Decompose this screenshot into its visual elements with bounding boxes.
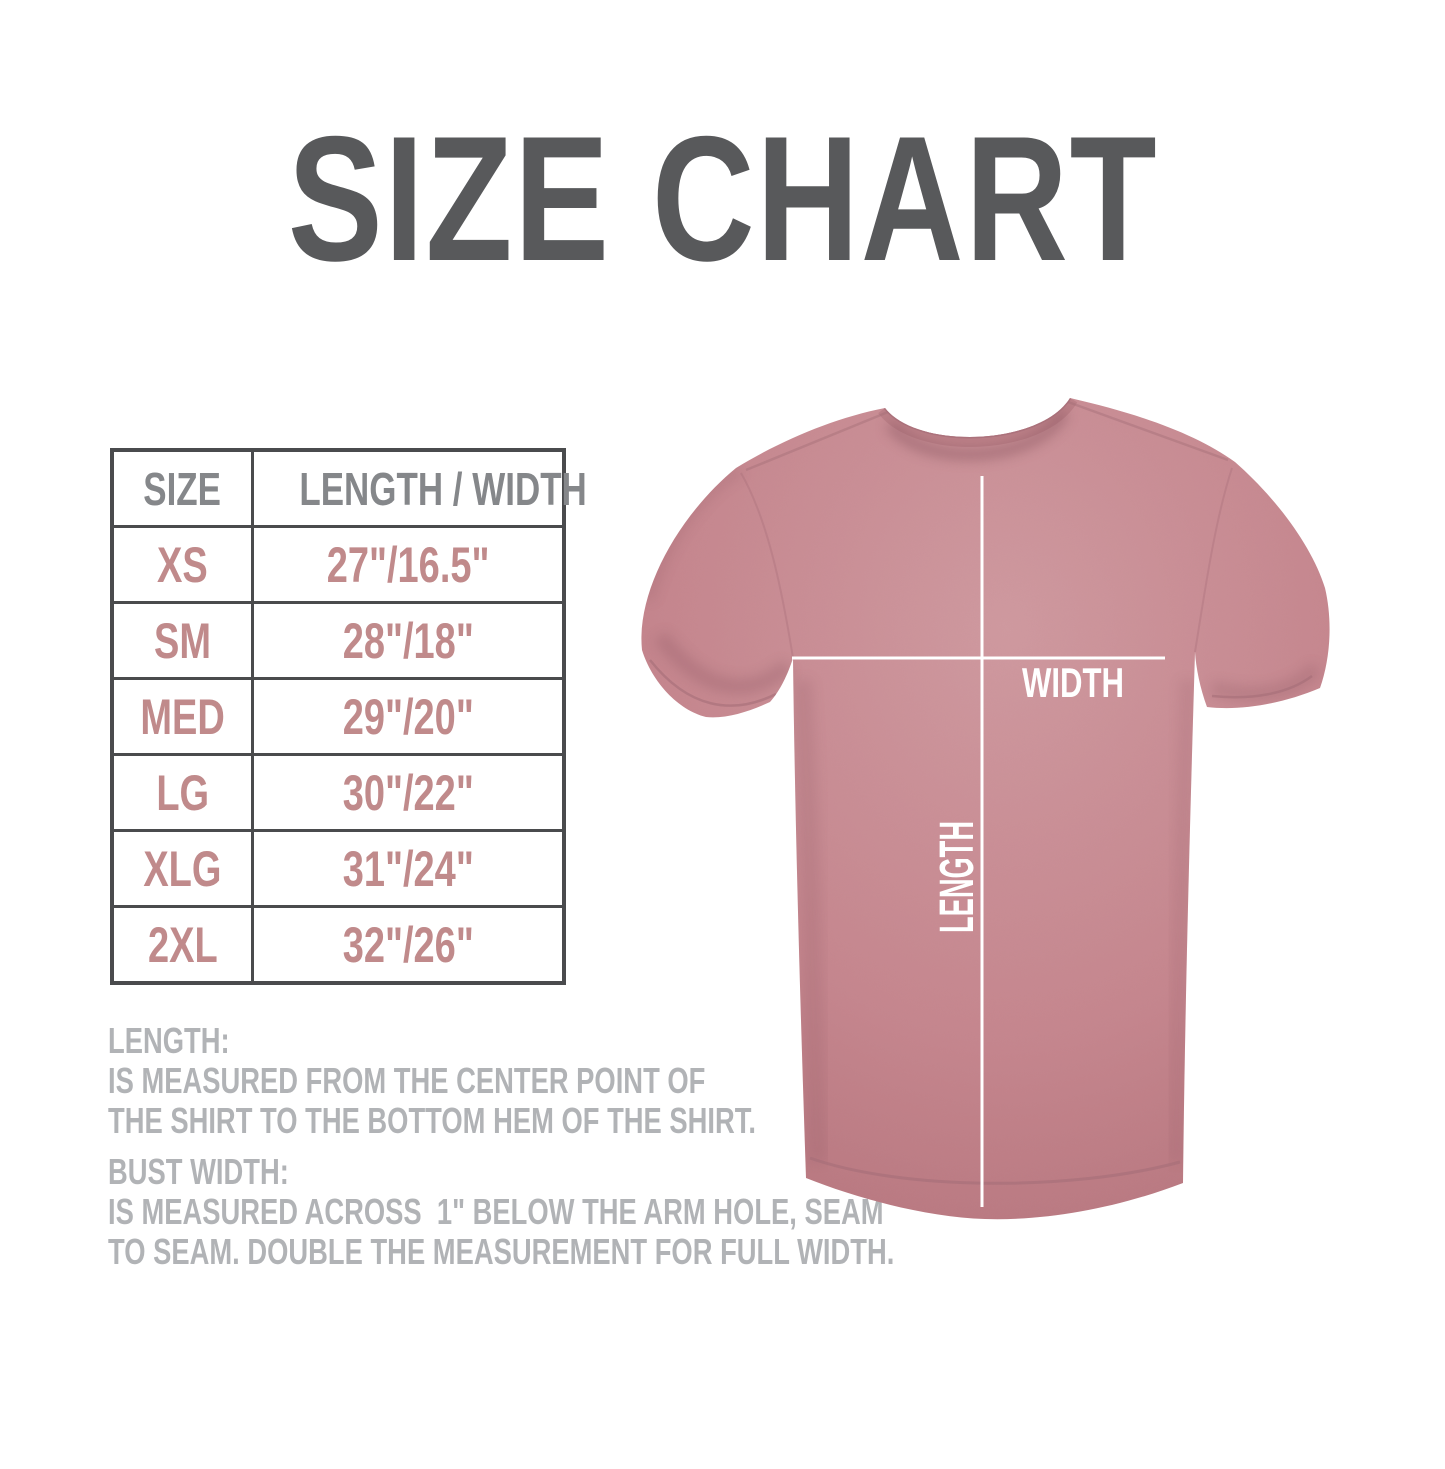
bottom-hem-stitch xyxy=(809,1156,1181,1185)
bust-note-line: IS MEASURED ACROSS 1" BELOW THE ARM HOLE… xyxy=(108,1191,884,1232)
table-row-2xl: 2XL 32"/26" xyxy=(110,905,566,985)
size-table-header-row: SIZE LENGTH / WIDTH xyxy=(110,448,587,528)
length-note-heading: LENGTH: xyxy=(108,1020,230,1061)
size-cell: XS xyxy=(110,525,254,604)
measurement-cell: 30"/22" xyxy=(251,753,566,832)
left-sleeve-seam xyxy=(740,472,794,659)
table-row-sm: SM 28"/18" xyxy=(110,601,566,680)
table-row-lg: LG 30"/22" xyxy=(110,753,566,832)
length-width-column-header: LENGTH / WIDTH xyxy=(251,448,587,528)
right-shoulder-seam xyxy=(1067,400,1229,462)
measurement-cell: 31"/24" xyxy=(251,829,566,908)
measurement-cell: 29"/20" xyxy=(251,677,566,756)
table-row-xlg: XLG 31"/24" xyxy=(110,829,566,908)
table-row-med: MED 29"/20" xyxy=(110,677,566,756)
bust-note-heading: BUST WIDTH: xyxy=(108,1151,289,1192)
right-sleeve-hem-stitch xyxy=(1211,674,1313,699)
measurement-cell: 28"/18" xyxy=(251,601,566,680)
size-cell: LG xyxy=(110,753,254,832)
length-label: LENGTH xyxy=(931,821,984,933)
size-cell: MED xyxy=(110,677,254,756)
size-column-header-text: SIZE xyxy=(143,462,222,515)
tshirt-heather-texture xyxy=(641,398,1330,1220)
tshirt-diagram: WIDTH LENGTH xyxy=(641,398,1330,1220)
right-sleeve-seam xyxy=(1194,467,1233,653)
left-shoulder-seam xyxy=(745,410,889,472)
size-column-header: SIZE xyxy=(110,448,254,528)
width-label: WIDTH xyxy=(1022,659,1124,706)
size-cell: XLG xyxy=(110,829,254,908)
collar-shadow xyxy=(885,409,1069,460)
bust-note-line: TO SEAM. DOUBLE THE MEASUREMENT FOR FULL… xyxy=(108,1231,895,1272)
size-cell: SM xyxy=(110,601,254,680)
size-table: SIZE LENGTH / WIDTH XS 27"/16.5" SM 28"/… xyxy=(110,448,587,985)
page-title-text: SIZE CHART xyxy=(287,99,1158,298)
collar-edge-seam xyxy=(883,398,1072,439)
tshirt-shading xyxy=(642,464,1322,1163)
length-note-line: THE SHIRT TO THE BOTTOM HEM OF THE SHIRT… xyxy=(108,1100,757,1141)
table-row-xs: XS 27"/16.5" xyxy=(110,525,566,604)
measurement-cell: 32"/26" xyxy=(251,905,566,985)
page-title: SIZE CHART xyxy=(0,110,1445,288)
length-width-column-header-text: LENGTH / WIDTH xyxy=(299,462,587,515)
length-note: LENGTH: IS MEASURED FROM THE CENTER POIN… xyxy=(108,1021,1143,1141)
tshirt-collar xyxy=(649,398,1313,1185)
measurement-notes: LENGTH: IS MEASURED FROM THE CENTER POIN… xyxy=(108,1021,1143,1283)
measurement-cell: 27"/16.5" xyxy=(251,525,566,604)
length-note-line: IS MEASURED FROM THE CENTER POINT OF xyxy=(108,1060,706,1101)
size-cell: 2XL xyxy=(110,905,254,985)
bust-width-note: BUST WIDTH: IS MEASURED ACROSS 1" BELOW … xyxy=(108,1152,1143,1272)
left-sleeve-hem-stitch xyxy=(649,659,777,707)
